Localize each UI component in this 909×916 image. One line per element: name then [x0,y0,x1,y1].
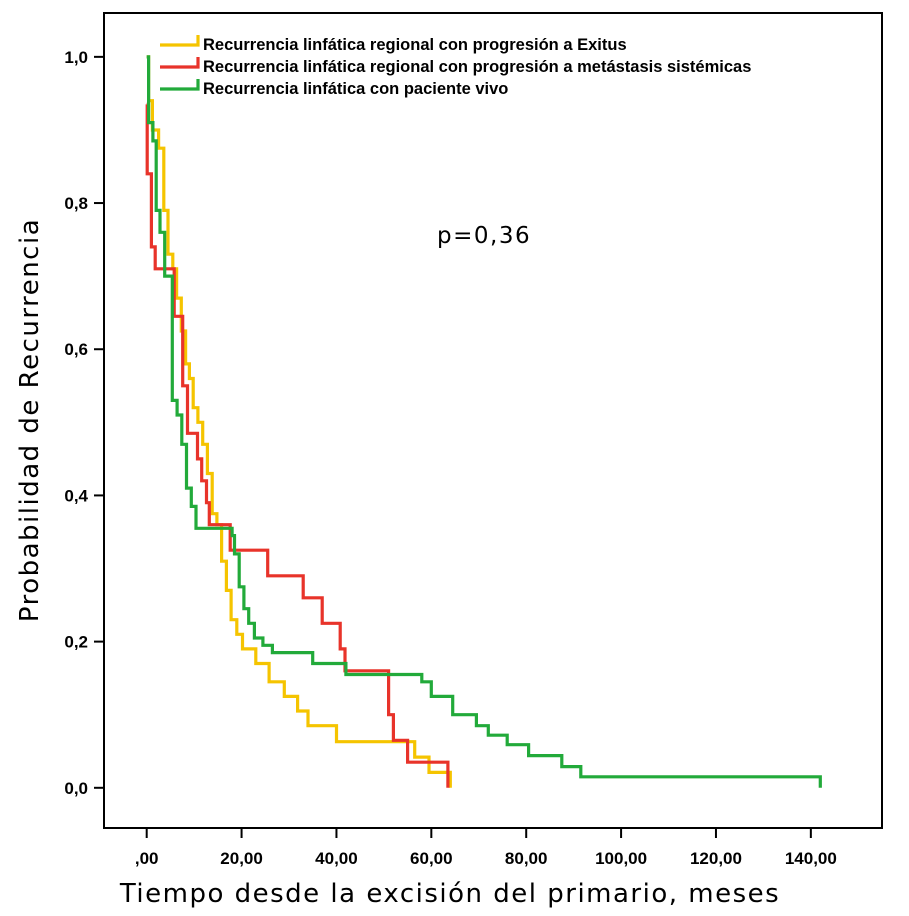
series-line-1 [146,55,452,788]
legend-label: Recurrencia linfática con paciente vivo [203,80,508,98]
legend-swatch [160,79,200,91]
x-tick-label: 40,00 [315,849,358,868]
legend: Recurrencia linfática regional con progr… [160,35,751,98]
plot-frame [103,12,883,829]
y-tick-label: 0,0 [64,779,88,798]
x-tick-label: 140,00 [785,849,837,868]
legend-swatch [160,35,200,47]
y-tick-label: 0,8 [64,194,88,213]
x-tick-label: 60,00 [410,849,453,868]
series-line-2 [145,102,450,788]
series-line-3 [146,55,822,788]
legend-label: Recurrencia linfática regional con progr… [203,36,627,54]
y-tick-label: 1,0 [64,48,88,67]
x-tick-label: 80,00 [505,849,548,868]
p-value-annotation: p=0,36 [437,223,531,249]
x-tick-label: ,00 [135,849,159,868]
y-tick-label: 0,6 [64,340,88,359]
x-tick-label: 20,00 [220,849,263,868]
series-layer [145,55,822,788]
legend-swatch [160,57,200,69]
legend-label: Recurrencia linfática regional con progr… [203,58,751,76]
x-tick-label: 100,00 [595,849,647,868]
x-axis: ,00 20,00 40,00 60,00 80,00 100,00 120,00 140,0… [135,828,837,868]
y-axis-title: Probabilidad de Recurrencia [15,218,45,622]
y-tick-label: 0,4 [64,486,88,505]
y-tick-label: 0,2 [64,633,88,652]
x-axis-title: Tiempo desde la excisión del primario, m… [119,879,780,909]
x-tick-label: 120,00 [690,849,742,868]
y-axis: 0,0 0,2 0,4 0,6 0,8 1,0 [64,48,104,798]
